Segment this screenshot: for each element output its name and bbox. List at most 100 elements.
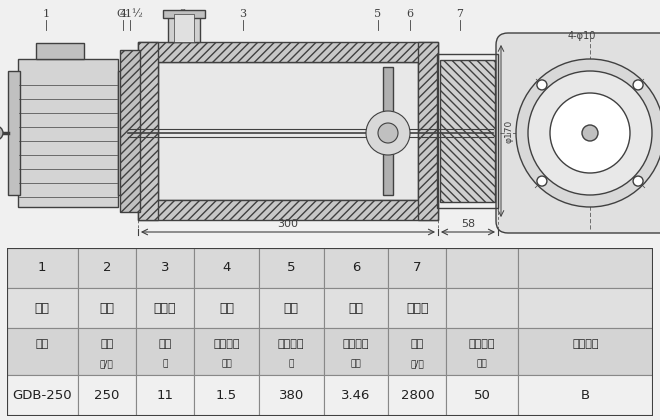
Text: 额定电流: 额定电流	[343, 339, 369, 349]
Text: 2800: 2800	[401, 389, 434, 402]
Bar	[174, 14, 194, 42]
Bar	[388, 375, 446, 416]
Text: 升/分: 升/分	[100, 359, 114, 368]
Text: 2: 2	[102, 262, 111, 274]
Text: 米: 米	[162, 359, 168, 368]
Bar	[194, 328, 259, 375]
Text: 1: 1	[38, 262, 46, 274]
Circle shape	[633, 176, 643, 186]
Text: 2: 2	[180, 9, 187, 19]
Bar	[388, 288, 446, 328]
Text: 扬程: 扬程	[158, 339, 172, 349]
Text: 轴承: 轴承	[219, 302, 234, 315]
Text: 7: 7	[413, 262, 422, 274]
Text: 转速: 转速	[411, 339, 424, 349]
Bar	[446, 328, 517, 375]
Circle shape	[633, 80, 643, 90]
Text: 千瓦: 千瓦	[221, 359, 232, 368]
Text: 赫兹: 赫兹	[477, 359, 487, 368]
Bar	[158, 62, 418, 200]
Bar	[388, 328, 446, 375]
Text: 额定频率: 额定频率	[469, 339, 495, 349]
Bar	[194, 248, 259, 288]
Bar	[259, 248, 323, 288]
Bar	[323, 248, 388, 288]
Text: φ205: φ205	[602, 100, 627, 110]
Text: 绝缘等级: 绝缘等级	[572, 339, 599, 349]
Bar	[446, 248, 517, 288]
Bar	[120, 50, 140, 212]
Text: GDB-250: GDB-250	[13, 389, 72, 402]
Circle shape	[516, 59, 660, 207]
Bar	[517, 288, 653, 328]
Text: B: B	[581, 389, 590, 402]
Bar	[78, 288, 136, 328]
Bar	[259, 328, 323, 375]
Bar	[138, 200, 438, 220]
Bar	[78, 248, 136, 288]
Bar	[8, 71, 20, 195]
Bar	[517, 328, 653, 375]
Text: 380: 380	[279, 389, 304, 402]
Bar	[7, 375, 78, 416]
FancyBboxPatch shape	[496, 33, 660, 233]
Bar	[418, 42, 438, 220]
Bar	[517, 375, 653, 416]
Text: 转子轴: 转子轴	[154, 302, 176, 315]
Circle shape	[537, 176, 547, 186]
Circle shape	[366, 111, 410, 155]
Text: 叶轮: 叶轮	[284, 302, 299, 315]
Text: 250: 250	[94, 389, 119, 402]
Circle shape	[528, 71, 652, 195]
Text: 型号: 型号	[36, 339, 49, 349]
Bar	[118, 71, 128, 195]
Text: 流量: 流量	[100, 339, 114, 349]
Bar	[194, 375, 259, 416]
Text: 7: 7	[457, 9, 463, 19]
Text: 4-φ10: 4-φ10	[568, 31, 596, 41]
Text: 额定功率: 额定功率	[213, 339, 240, 349]
Bar	[18, 59, 118, 207]
Bar	[168, 14, 200, 42]
Bar	[517, 248, 653, 288]
Bar	[7, 248, 78, 288]
Text: 3: 3	[161, 262, 170, 274]
Text: 泵体: 泵体	[100, 302, 114, 315]
Bar	[136, 328, 194, 375]
Circle shape	[378, 123, 398, 143]
Text: G1½: G1½	[117, 9, 143, 19]
Bar	[136, 288, 194, 328]
Text: 后盖: 后盖	[348, 302, 364, 315]
Text: 4: 4	[119, 9, 127, 19]
Bar	[138, 42, 438, 62]
Bar	[259, 375, 323, 416]
Bar	[136, 248, 194, 288]
Bar	[440, 60, 495, 202]
Bar	[194, 288, 259, 328]
Bar	[388, 248, 446, 288]
Circle shape	[582, 125, 598, 141]
Circle shape	[550, 93, 630, 173]
Text: 1: 1	[42, 9, 50, 19]
Text: 1.5: 1.5	[216, 389, 237, 402]
Text: 58: 58	[461, 219, 475, 229]
Bar	[323, 288, 388, 328]
Text: 300: 300	[277, 219, 298, 229]
Circle shape	[0, 126, 3, 140]
Text: 6: 6	[407, 9, 414, 19]
Bar	[437, 54, 498, 208]
Text: 额定电压: 额定电压	[278, 339, 304, 349]
Text: 50: 50	[474, 389, 490, 402]
Text: 11: 11	[156, 389, 174, 402]
Text: 安培: 安培	[350, 359, 361, 368]
Circle shape	[537, 80, 547, 90]
Text: 转/分: 转/分	[411, 359, 424, 368]
Text: 5: 5	[374, 9, 381, 19]
Bar	[446, 288, 517, 328]
Bar	[78, 328, 136, 375]
Text: 3: 3	[240, 9, 247, 19]
Text: 搞拌器: 搞拌器	[406, 302, 428, 315]
Text: 伏: 伏	[288, 359, 294, 368]
Bar	[7, 288, 78, 328]
Text: 3.46: 3.46	[341, 389, 370, 402]
